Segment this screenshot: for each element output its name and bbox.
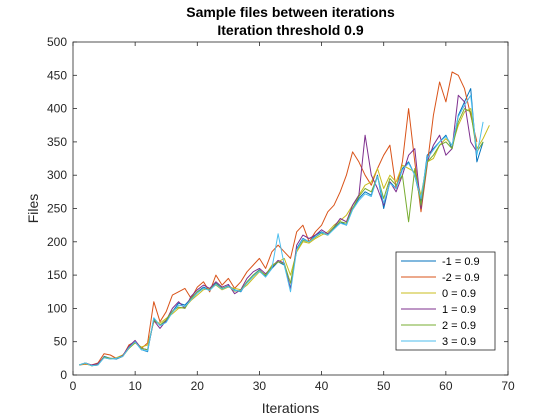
series-line-1 — [79, 71, 478, 366]
y-tick-label-9: 450 — [47, 68, 67, 82]
x-tick-label-0: 0 — [70, 379, 77, 393]
legend-label-2: 0 = 0.9 — [442, 288, 476, 300]
legend-items: -1 = 0.9 -2 = 0.9 0 = 0.9 1 = 0.9 2 = 0.9 3 =… — [401, 256, 480, 348]
x-tick-label-4: 40 — [315, 379, 329, 393]
chart-title: Sample files between iterations — [186, 4, 395, 20]
series-layer — [79, 71, 490, 367]
y-tick-label-2: 100 — [47, 301, 67, 315]
x-tick-label-7: 70 — [501, 379, 515, 393]
y-tick-label-0: 0 — [60, 368, 67, 382]
y-tick-label-10: 500 — [47, 35, 67, 49]
chart-subtitle: Iteration threshold 0.9 — [217, 22, 363, 38]
y-tick-label-6: 300 — [47, 168, 67, 182]
tick-layer: 0 10 20 30 40 50 60 70 0 50 100 150 200 250 300 350 400 4… — [47, 35, 515, 393]
y-tick-label-3: 150 — [47, 268, 67, 282]
legend-label-5: 3 = 0.9 — [442, 336, 476, 348]
y-tick-label-4: 200 — [47, 235, 67, 249]
legend-label-1: -2 = 0.9 — [442, 272, 480, 284]
x-tick-label-3: 30 — [253, 379, 267, 393]
x-tick-label-6: 60 — [439, 379, 453, 393]
series-line-2 — [79, 108, 490, 367]
y-tick-label-7: 350 — [47, 135, 67, 149]
series-line-5 — [79, 94, 484, 367]
x-tick-label-5: 50 — [377, 379, 391, 393]
x-tick-label-2: 20 — [191, 379, 205, 393]
legend-box — [395, 251, 496, 351]
legend-label-0: -1 = 0.9 — [442, 256, 480, 268]
y-axis-label: Files — [25, 194, 41, 224]
y-tick-label-5: 250 — [47, 202, 67, 216]
legend: -1 = 0.9 -2 = 0.9 0 = 0.9 1 = 0.9 2 = 0.9 3 =… — [395, 251, 496, 351]
x-tick-label-1: 10 — [128, 379, 142, 393]
legend-label-3: 1 = 0.9 — [442, 304, 476, 316]
x-axis-label: Iterations — [262, 400, 320, 416]
y-tick-label-1: 50 — [54, 335, 68, 349]
legend-label-4: 2 = 0.9 — [442, 320, 476, 332]
y-tick-label-8: 400 — [47, 102, 67, 116]
series-line-4 — [79, 108, 484, 367]
